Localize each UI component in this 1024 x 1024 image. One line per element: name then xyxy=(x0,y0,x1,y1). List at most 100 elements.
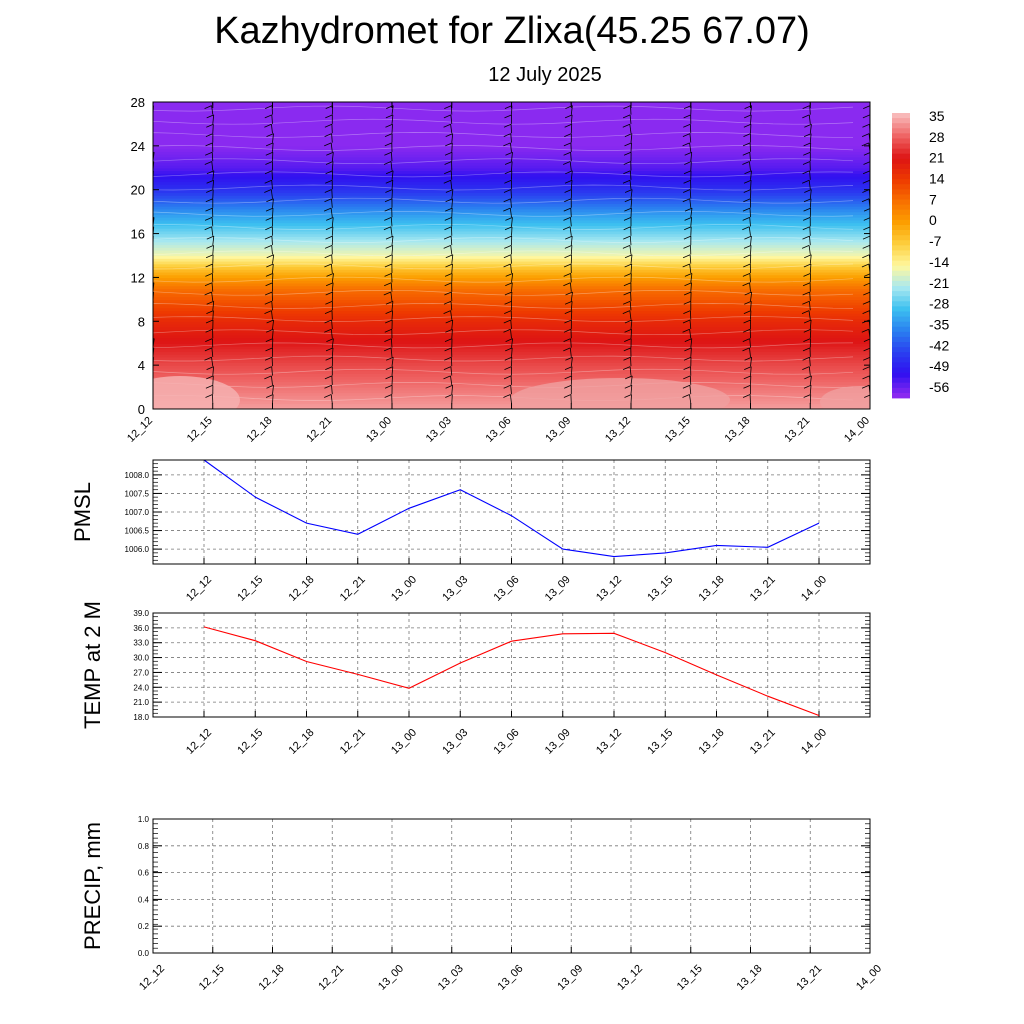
colorbar-swatch xyxy=(892,133,910,139)
wind-barb-staff xyxy=(510,198,512,208)
wind-barb-staff xyxy=(809,357,811,367)
wind-barb-staff xyxy=(690,208,693,218)
wind-barb-staff xyxy=(570,357,573,367)
wind-barb-staff xyxy=(690,161,692,171)
wind-barb-flag xyxy=(443,235,452,240)
wind-barb-staff xyxy=(630,375,633,385)
heatmap-contour xyxy=(153,171,854,178)
y-tick-label: 0.2 xyxy=(138,922,150,931)
wind-barb-staff xyxy=(211,282,214,292)
wind-barb-flag xyxy=(803,217,811,221)
wind-barb-staff xyxy=(450,375,453,385)
wind-barb-flag xyxy=(384,328,392,333)
wind-barb-flag xyxy=(684,217,692,221)
wind-barb-flag xyxy=(445,198,453,203)
heatmap-x-tick-label: 12_18 xyxy=(245,415,275,445)
wind-barb-staff xyxy=(331,273,334,283)
wind-barb-flag xyxy=(743,384,751,389)
wind-barb-flag xyxy=(564,384,572,389)
wind-barb-flag xyxy=(684,282,692,287)
wind-barb-flag xyxy=(683,170,692,175)
wind-barb-flag xyxy=(504,226,513,231)
wind-barb-flag xyxy=(385,375,393,380)
wind-barb-flag xyxy=(145,395,152,398)
wind-barb-flag xyxy=(803,273,811,277)
wind-barb-flag xyxy=(153,180,154,181)
colorbar-label: 0 xyxy=(929,212,937,228)
wind-barb-staff xyxy=(451,189,454,199)
wind-barb-flag xyxy=(384,384,393,389)
wind-barb-staff xyxy=(391,357,394,367)
wind-barb-staff xyxy=(630,394,632,404)
wind-barb-flag xyxy=(443,179,451,184)
wind-barb-staff xyxy=(630,329,632,339)
wind-barb-flag xyxy=(564,310,572,314)
colorbar-label: -42 xyxy=(929,337,949,353)
x-tick-label: 14_00 xyxy=(854,963,884,993)
colorbar-swatch xyxy=(892,224,910,231)
wind-barb-flag xyxy=(803,96,810,99)
y-tick-label: 0.4 xyxy=(138,895,150,904)
wind-barb-flag xyxy=(145,143,152,146)
wind-barb-flag xyxy=(385,310,393,314)
wind-barb-flag xyxy=(623,356,631,361)
wind-barb-staff xyxy=(689,124,692,134)
wind-barb-flag xyxy=(563,151,571,156)
wind-barb-flag xyxy=(445,142,453,147)
colorbar-swatch xyxy=(892,306,910,312)
pmsl-panel: 1006.0 1006.5 1007.0 1007.5 1008.0 12_12 12_15… xyxy=(70,459,871,604)
colorbar-swatch xyxy=(892,179,910,185)
wind-barb-flag xyxy=(861,328,869,333)
wind-barb-flag xyxy=(326,338,334,342)
wind-barb-flag xyxy=(503,375,512,380)
wind-barb-staff xyxy=(689,319,692,330)
y-tick-label: 36.0 xyxy=(133,624,149,633)
wind-barb-flag xyxy=(266,319,274,324)
wind-barb-staff xyxy=(809,301,811,311)
colorbar-swatch xyxy=(892,357,910,363)
heatmap-warm-patch xyxy=(153,376,240,409)
wind-barb-flag xyxy=(683,235,692,240)
x-tick-label: 13_18 xyxy=(697,727,727,757)
wind-barb-flag xyxy=(683,310,691,314)
wind-barb-flag xyxy=(802,282,811,287)
wind-barb-flag xyxy=(623,170,631,175)
wind-barb-staff xyxy=(750,357,752,367)
wind-barb-flag xyxy=(862,310,870,314)
y-tick-label: 1007.5 xyxy=(125,489,150,498)
wind-barb-staff xyxy=(629,180,632,190)
wind-barb-flag xyxy=(505,338,513,342)
wind-barb-staff xyxy=(689,254,692,264)
wind-barb-staff xyxy=(570,114,573,124)
wind-barb-flag xyxy=(266,198,274,203)
wind-barb-flag xyxy=(206,114,214,119)
wind-barb-flag xyxy=(265,161,273,165)
wind-barb-flag xyxy=(743,375,751,380)
page-title: Kazhydromet for Zlixa(45.25 67.07) xyxy=(214,10,810,52)
wind-barb-staff xyxy=(630,254,633,264)
x-tick-label: 12_21 xyxy=(338,574,368,604)
wind-barb-staff xyxy=(391,170,394,180)
wind-barb-staff xyxy=(272,198,274,208)
y-axis-label: TEMP at 2 M xyxy=(80,601,105,729)
wind-barb-flag xyxy=(684,151,692,156)
x-tick-label: 13_00 xyxy=(389,574,419,604)
wind-barb-flag xyxy=(444,226,452,231)
heatmap-band xyxy=(153,277,870,281)
wind-barb-flag xyxy=(684,207,693,212)
wind-barb-staff xyxy=(511,217,513,227)
wind-barb-staff xyxy=(690,282,692,292)
heatmap-warm-patch xyxy=(510,378,730,409)
wind-barb-flag xyxy=(683,179,691,184)
heatmap-contour xyxy=(153,158,854,165)
wind-barb-flag xyxy=(444,105,452,109)
wind-barb-flag xyxy=(146,376,153,379)
wind-barb-flag xyxy=(325,114,333,119)
wind-barb-flag xyxy=(743,133,751,137)
wind-barb-flag xyxy=(802,161,811,165)
wind-barb-flag xyxy=(325,226,334,231)
wind-barb-flag xyxy=(264,189,272,193)
wind-barb-staff xyxy=(450,357,453,367)
wind-barb-staff xyxy=(212,366,214,376)
wind-barb-flag xyxy=(624,207,632,212)
